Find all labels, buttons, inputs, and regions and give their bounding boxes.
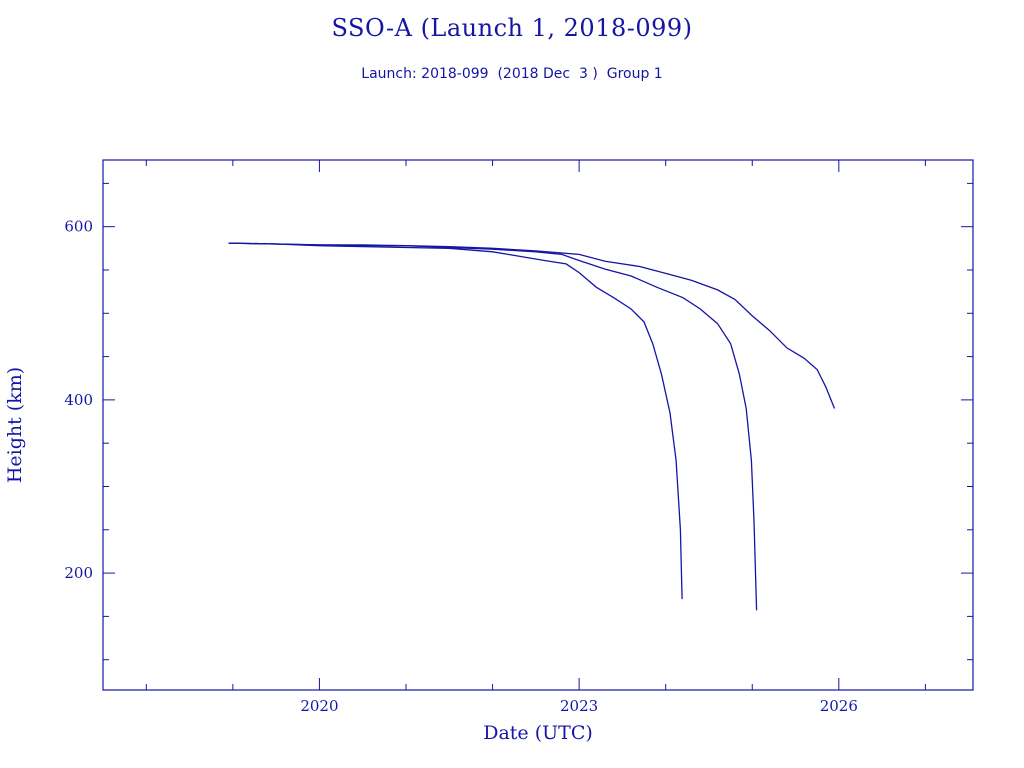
y-axis-title: Height (km) <box>4 367 26 483</box>
x-tick-label: 2020 <box>300 697 338 715</box>
series-line-3 <box>228 242 836 409</box>
page-title: SSO-A (Launch 1, 2018-099) <box>331 14 693 42</box>
x-tick-label: 2026 <box>820 697 858 715</box>
page-subtitle: Launch: 2018-099 (2018 Dec 3 ) Group 1 <box>361 66 663 82</box>
ticks-layer <box>103 160 973 690</box>
x-tick-label: 2023 <box>560 697 598 715</box>
y-tick-label: 600 <box>64 218 93 236</box>
y-tick-label: 200 <box>64 564 93 582</box>
series-line-1 <box>228 242 683 600</box>
series-line-2 <box>228 242 758 611</box>
plot-frame <box>102 159 974 691</box>
tick-labels: 2020 2023 2026 200 400 600 <box>64 218 858 715</box>
y-tick-label: 400 <box>64 391 93 409</box>
x-axis-title: Date (UTC) <box>483 722 593 744</box>
series-layer <box>228 242 836 611</box>
